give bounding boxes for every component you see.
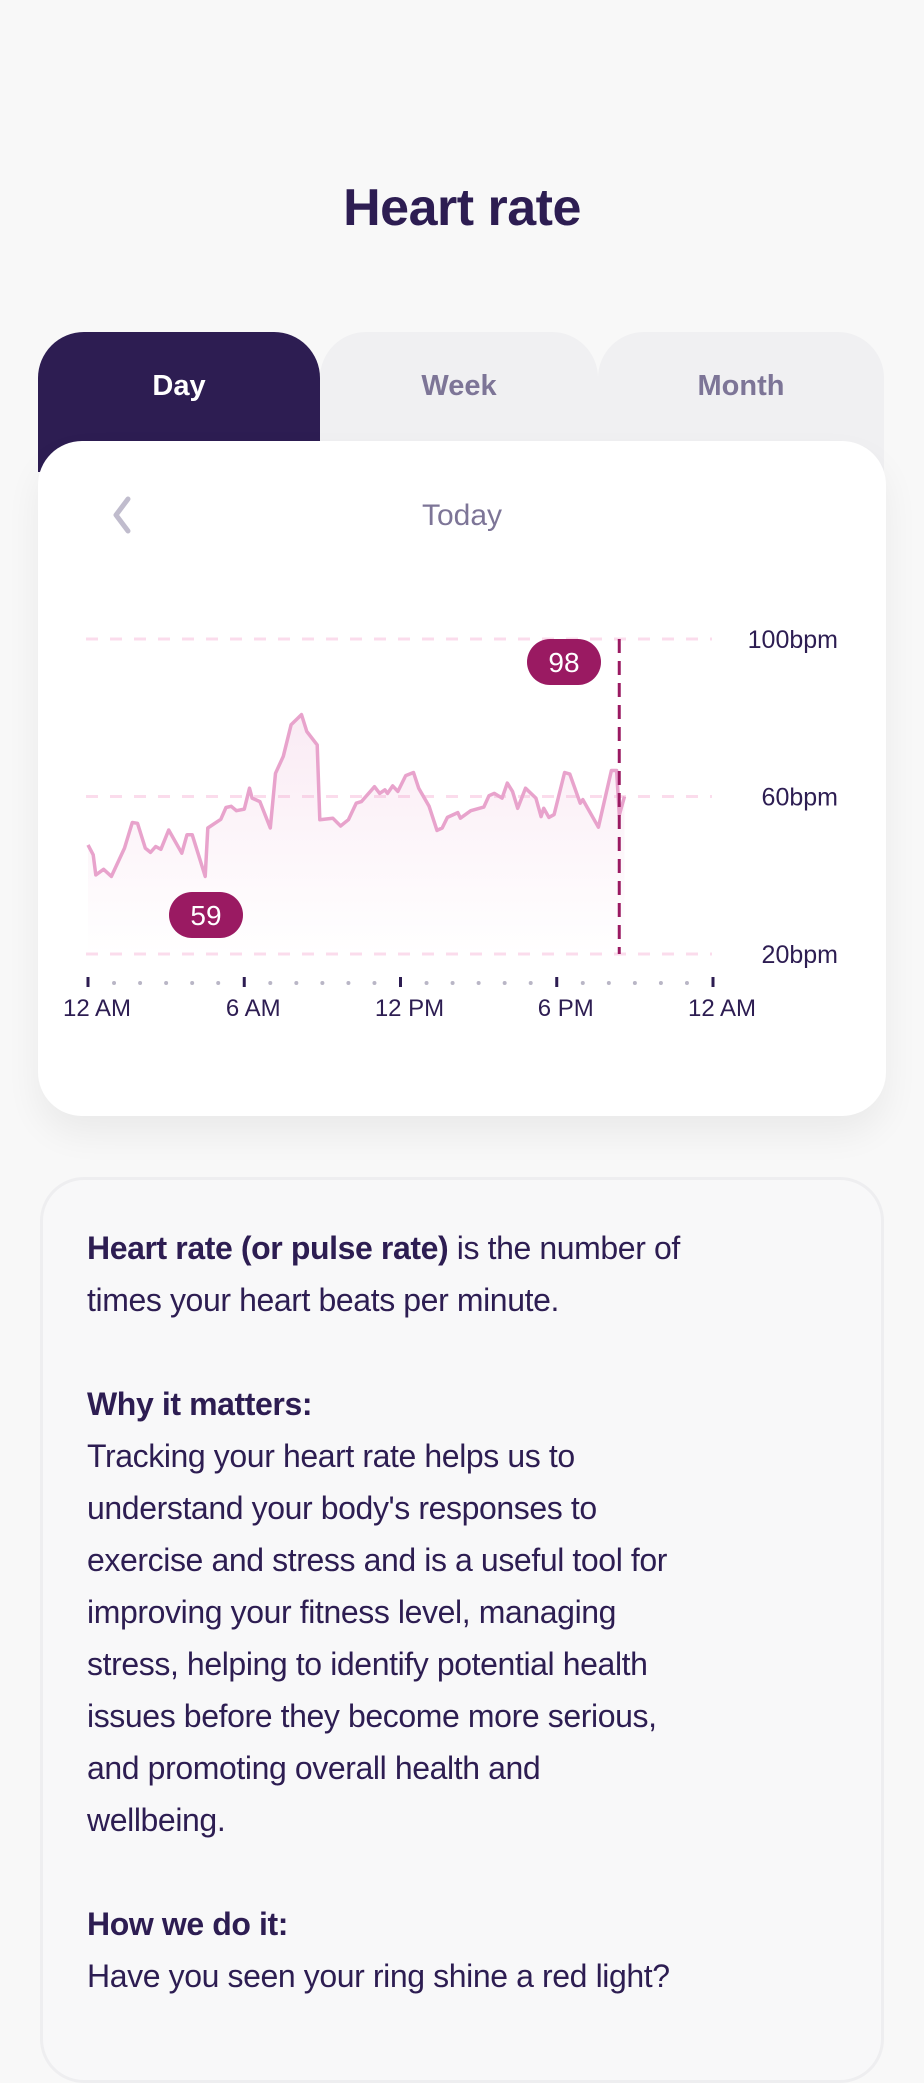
y-tick-label: 100bpm: [748, 626, 838, 654]
x-minor-tick: [502, 981, 507, 985]
x-minor-tick: [346, 981, 351, 985]
why-line: Tracking your heart rate helps us to: [87, 1430, 680, 1482]
x-minor-tick: [580, 981, 585, 985]
x-minor-tick: [320, 981, 325, 985]
x-minor-tick: [632, 981, 637, 985]
why-line: exercise and stress and is a useful tool…: [87, 1534, 680, 1586]
text: stress, helping to identify potential he…: [87, 1646, 648, 1682]
min-value-badge: 59: [190, 900, 221, 931]
text: issues before they become more serious,: [87, 1698, 657, 1734]
text: and promoting overall health and: [87, 1750, 541, 1786]
text: exercise and stress and is a useful tool…: [87, 1542, 668, 1578]
x-minor-tick: [294, 981, 299, 985]
text: understand your body's responses to: [87, 1490, 597, 1526]
why-line: wellbeing.: [87, 1794, 680, 1846]
why-line: issues before they become more serious,: [87, 1690, 680, 1742]
x-minor-tick: [450, 981, 455, 985]
text: improving your fitness level, managing: [87, 1594, 617, 1630]
x-minor-tick: [268, 981, 273, 985]
why-heading: Why it matters:: [87, 1378, 680, 1430]
x-minor-tick: [138, 981, 143, 985]
max-value-badge: 98: [548, 647, 579, 678]
max-value-badge-bg: [527, 639, 601, 685]
intro-line: times your heart beats per minute.: [87, 1274, 680, 1326]
text: Tracking your heart rate helps us to: [87, 1438, 575, 1474]
x-tick-label: 12 AM: [688, 995, 756, 1022]
info-panel: Heart rate (or pulse rate) is the number…: [40, 1177, 884, 2083]
x-minor-tick: [372, 981, 377, 985]
y-tick-label: 60bpm: [762, 784, 838, 812]
x-tick-label: 6 AM: [226, 995, 281, 1022]
x-minor-tick: [112, 981, 117, 985]
chart-card: Today: [38, 441, 886, 1116]
why-line: understand your body's responses to: [87, 1482, 680, 1534]
x-minor-tick: [216, 981, 221, 985]
x-minor-tick: [424, 981, 429, 985]
series-line: [86, 712, 627, 879]
text: Have you seen your ring shine a red ligh…: [87, 1958, 670, 1994]
spacer: [87, 1326, 680, 1378]
bold-text: Heart rate (or pulse rate): [87, 1230, 449, 1266]
x-minor-tick: [164, 981, 169, 985]
why-line: stress, helping to identify potential he…: [87, 1638, 680, 1690]
text: is the number of: [448, 1230, 680, 1266]
page-title: Heart rate: [343, 179, 581, 237]
x-minor-tick: [658, 981, 663, 985]
intro-line: Heart rate (or pulse rate) is the number…: [87, 1222, 680, 1274]
x-tick-label: 12 AM: [63, 995, 131, 1022]
x-minor-tick: [684, 981, 689, 985]
why-line: and promoting overall health and: [87, 1742, 680, 1794]
text: wellbeing.: [87, 1802, 226, 1838]
text: times your heart beats per minute.: [87, 1282, 559, 1318]
period-label: Today: [421, 499, 503, 532]
x-minor-tick: [606, 981, 611, 985]
spacer: [87, 1846, 680, 1898]
x-minor-tick: [476, 981, 481, 985]
x-minor-tick: [528, 981, 533, 985]
how-heading: How we do it:: [87, 1898, 680, 1950]
why-line: improving your fitness level, managing: [87, 1586, 680, 1638]
x-minor-tick: [190, 981, 195, 985]
y-tick-label: 20bpm: [762, 941, 838, 969]
bold-text: Why it matters:: [87, 1386, 313, 1422]
x-tick-label: 6 PM: [538, 995, 594, 1022]
bold-text: How we do it:: [87, 1906, 289, 1942]
x-tick-label: 12 PM: [375, 995, 444, 1022]
chevron-left-icon[interactable]: [102, 493, 142, 537]
how-line: Have you seen your ring shine a red ligh…: [87, 1950, 680, 2002]
min-value-badge-bg: [169, 892, 243, 938]
